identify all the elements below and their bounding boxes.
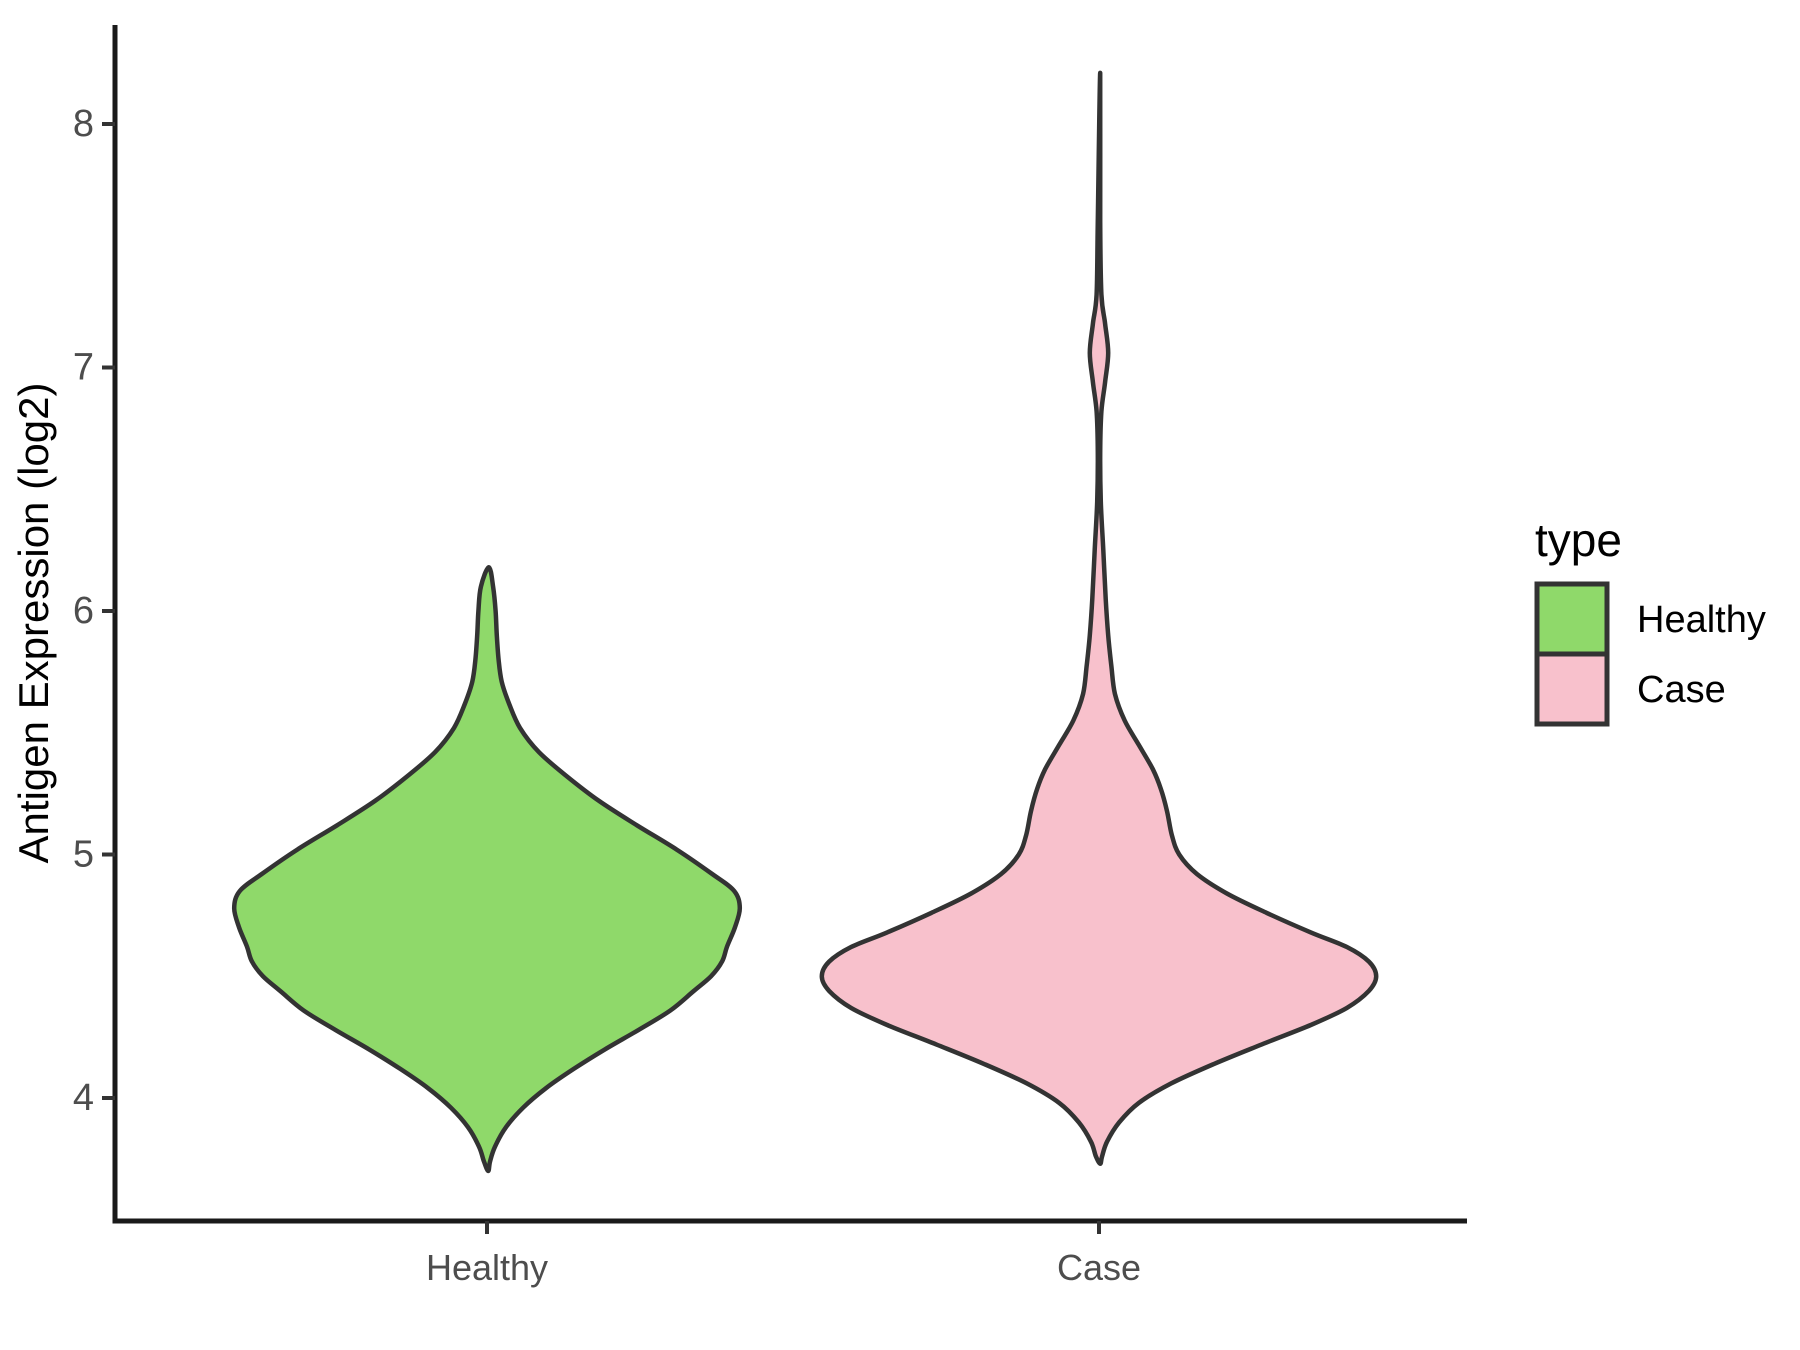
violin-healthy bbox=[231, 564, 743, 1174]
x-tick-label-case: Case bbox=[1057, 1247, 1141, 1288]
legend-title: type bbox=[1535, 514, 1622, 566]
y-tick-label: 5 bbox=[73, 834, 94, 876]
legend-key-healthy-swatch bbox=[1534, 581, 1610, 657]
legend-label-case: Case bbox=[1637, 669, 1726, 711]
y-tick-label: 6 bbox=[73, 590, 94, 632]
legend-label-healthy: Healthy bbox=[1637, 599, 1766, 641]
y-tick-label: 7 bbox=[73, 347, 94, 389]
plot-panel: 4 5 6 7 8 bbox=[73, 70, 1379, 1234]
y-axis-title: Antigen Expression (log2) bbox=[10, 383, 57, 864]
x-tick-label-healthy: Healthy bbox=[426, 1247, 548, 1288]
legend: type Healthy Case bbox=[1534, 514, 1766, 727]
legend-key-case-swatch bbox=[1534, 651, 1610, 727]
y-tick-label: 8 bbox=[73, 103, 94, 145]
violin-case bbox=[819, 70, 1379, 1166]
y-tick-label: 4 bbox=[73, 1077, 94, 1119]
